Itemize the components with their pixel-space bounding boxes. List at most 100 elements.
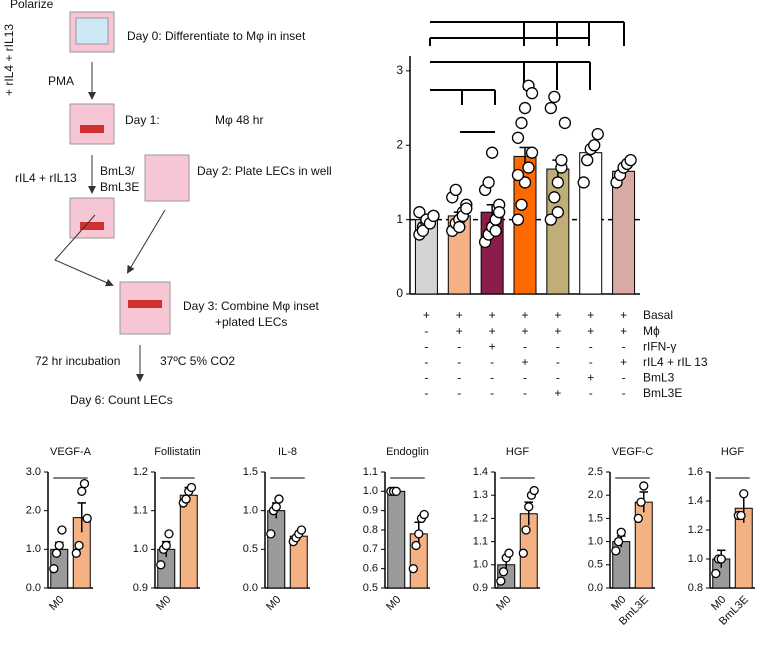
y-tick-label: 1.1 <box>473 536 488 548</box>
condition-mark: - <box>424 371 428 385</box>
y-tick-label: 0.5 <box>588 559 603 571</box>
condition-label: BmL3E <box>643 386 682 400</box>
data-point <box>639 481 649 491</box>
y-tick-label: 1.3 <box>473 489 488 501</box>
data-point <box>633 513 643 524</box>
bar <box>387 490 406 589</box>
data-point <box>71 548 81 558</box>
y-tick-label: 0.9 <box>363 505 378 517</box>
data-point <box>57 525 67 535</box>
bar <box>179 494 198 589</box>
data-point <box>581 153 594 167</box>
chart-title: Endoglin <box>386 446 429 458</box>
data-point <box>54 540 64 551</box>
data-point <box>485 146 499 159</box>
y-tick-label: 0.7 <box>363 543 378 555</box>
condition-mark: + <box>620 308 627 322</box>
data-point <box>524 502 534 512</box>
y-tick-label: 0.0 <box>588 582 603 594</box>
data-point <box>518 101 532 115</box>
y-tick-label: 1.0 <box>588 536 603 548</box>
data-point <box>51 548 62 558</box>
chart-title: HGF <box>506 446 530 458</box>
y-tick-label: 1.2 <box>688 524 703 536</box>
condition-mark: - <box>523 339 527 353</box>
chart-title: IL-8 <box>278 446 297 458</box>
y-tick-label: 1.0 <box>688 553 703 565</box>
condition-mark: + <box>521 308 528 322</box>
x-tick-label: M0 <box>384 594 403 613</box>
data-point <box>518 176 532 189</box>
label: BmL3/ <box>100 164 135 178</box>
arrow <box>126 209 166 274</box>
y-tick-label: 0 <box>396 286 403 300</box>
condition-mark: - <box>457 371 461 385</box>
data-point <box>636 497 646 507</box>
chart: HGF 0.9 1.0 1.1 1.2 1.3 1.4 M0 <box>473 446 540 613</box>
chart-title: VEGF-A <box>50 446 92 458</box>
chart: Endoglin 0.5 0.6 0.7 0.8 0.9 1.0 1.1 M0 <box>363 446 430 613</box>
condition-mark: - <box>556 339 560 353</box>
data-point <box>511 131 525 144</box>
chart-title: VEGF-C <box>612 446 654 458</box>
y-tick-label: 0.9 <box>473 582 488 594</box>
data-point <box>489 224 502 237</box>
condition-mark: - <box>589 386 593 400</box>
label: BmL3E <box>100 180 139 194</box>
y-tick-label: 1.0 <box>243 505 258 517</box>
data-point <box>511 213 525 226</box>
y-tick-label: 2 <box>396 137 403 151</box>
condition-mark: - <box>424 355 428 369</box>
label: PMA <box>48 74 74 88</box>
data-point <box>427 209 440 223</box>
cells <box>80 125 104 133</box>
condition-mark: - <box>589 355 593 369</box>
data-point <box>460 202 473 215</box>
y-tick-label: 0.5 <box>243 543 258 555</box>
y-tick-label: 0.5 <box>363 582 378 594</box>
data-point <box>588 139 601 152</box>
chart-title: Follistatin <box>154 446 200 458</box>
condition-mark: - <box>523 371 527 385</box>
data-point <box>266 529 276 539</box>
label: Day 6: Count LECs <box>70 393 173 407</box>
data-point <box>79 478 90 489</box>
data-point <box>739 489 749 499</box>
label: Mφ 48 hr <box>215 113 263 127</box>
y-tick-label: 3 <box>396 63 403 77</box>
data-point <box>414 529 424 539</box>
x-tick-label: M0 <box>154 594 173 613</box>
condition-label: Mϕ <box>643 324 660 338</box>
condition-mark: - <box>523 386 527 400</box>
label: Day 2: Plate LECs in well <box>197 164 332 178</box>
data-point <box>548 191 561 204</box>
y-tick-label: 1 <box>396 212 403 226</box>
condition-mark: - <box>457 386 461 400</box>
y-tick-label: 1.0 <box>26 543 41 555</box>
data-point <box>419 509 429 520</box>
data-point <box>186 482 197 493</box>
bar <box>579 152 603 295</box>
y-tick-label: 2.5 <box>588 466 603 478</box>
condition-mark: - <box>622 386 626 400</box>
x-tick-label: M0 <box>494 594 513 613</box>
data-point <box>515 198 528 211</box>
condition-label: rIFN-γ <box>643 339 676 353</box>
data-point <box>391 486 401 496</box>
data-point <box>518 548 528 558</box>
data-point <box>408 564 418 574</box>
y-tick-label: 2.0 <box>588 489 603 501</box>
y-tick-label: 1.6 <box>688 466 703 478</box>
schematic: Polarize + rIL4 + rIL13 Day 0: Different… <box>2 0 332 407</box>
condition-mark: + <box>620 324 627 338</box>
chart: IL-8 0.0 0.5 1.0 1.5 M0 <box>243 446 310 613</box>
condition-mark: + <box>489 324 496 338</box>
data-point <box>493 206 506 219</box>
y-tick-label: 1.4 <box>473 466 488 478</box>
y-tick-label: 3.0 <box>26 466 41 478</box>
label: +plated LECs <box>215 315 287 329</box>
data-point <box>544 101 557 115</box>
y-tick-label: 1.0 <box>363 485 378 497</box>
